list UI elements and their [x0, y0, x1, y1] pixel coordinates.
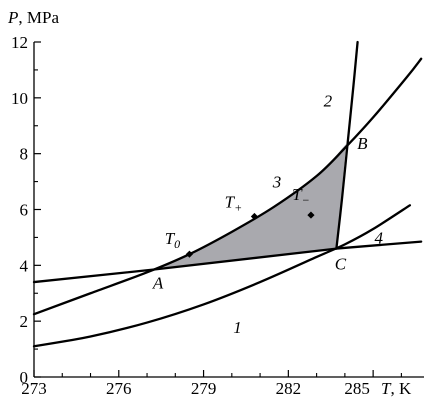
marker-label-main: T	[292, 185, 303, 204]
label-layer: A B C 1 2 3 4	[152, 92, 384, 337]
x-axis-title-unit: , K	[390, 379, 412, 398]
y-tick-label-2: 2	[20, 312, 29, 331]
x-tick-label-276: 276	[106, 379, 132, 398]
x-axis-title: T, K	[381, 379, 412, 398]
shaded-region	[154, 143, 347, 270]
region-layer	[154, 143, 347, 270]
curve-1	[32, 204, 412, 348]
y-tick-label-0: 0	[20, 368, 29, 387]
y-tick-label-8: 8	[20, 145, 29, 164]
curve-3	[32, 57, 423, 316]
series-layer	[32, 40, 423, 348]
point-label-B: B	[357, 134, 368, 153]
x-tick-label-282: 282	[276, 379, 302, 398]
curve-label-4: 4	[375, 228, 384, 247]
curve-label-3: 3	[272, 173, 282, 192]
marker-label-sub: +	[234, 200, 242, 214]
marker-label-T−: T−	[292, 185, 310, 207]
marker-label-sub: 0	[174, 237, 180, 251]
y-tick-label-12: 12	[11, 33, 28, 52]
marker-layer: T0T+T−	[165, 185, 315, 258]
marker-label-sub: −	[302, 193, 310, 207]
marker-label-T0: T0	[165, 229, 180, 251]
marker-T0	[185, 250, 194, 258]
y-tick-label-4: 4	[20, 256, 29, 275]
x-tick-label-273: 273	[21, 379, 47, 398]
y-axis-title: P, MPa	[7, 8, 59, 27]
curve-label-2: 2	[324, 92, 333, 111]
y-axis-title-main: P	[7, 8, 18, 27]
x-tick-label-279: 279	[191, 379, 217, 398]
point-label-A: A	[152, 274, 164, 293]
marker-label-main: T	[225, 192, 236, 211]
curve-2	[335, 40, 359, 250]
y-tick-label-10: 10	[11, 89, 28, 108]
marker-label-T+: T+	[225, 192, 243, 214]
curve-label-1: 1	[233, 318, 242, 337]
marker-T+	[250, 212, 259, 221]
x-tick-label-285: 285	[344, 379, 370, 398]
y-axis-title-unit: , MPa	[18, 8, 59, 27]
y-tick-label-6: 6	[20, 201, 29, 220]
marker-label-main: T	[165, 229, 176, 248]
marker-T−	[307, 211, 315, 219]
x-axis-title-main: T	[381, 379, 392, 398]
curve-4	[32, 240, 423, 284]
point-label-C: C	[335, 255, 347, 274]
